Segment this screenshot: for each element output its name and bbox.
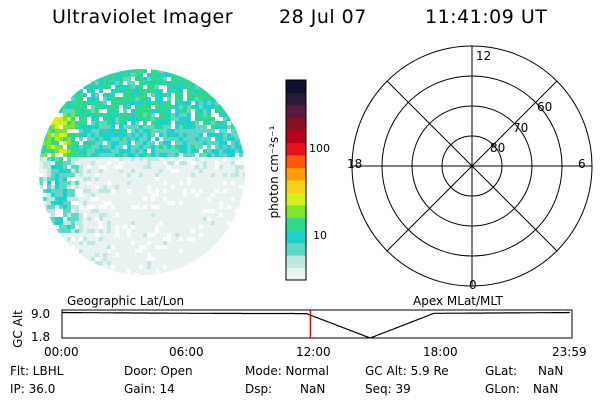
timeline-x-label-1200: 12:00 bbox=[296, 345, 331, 359]
colorbar-segment bbox=[286, 155, 306, 168]
mlt-label-0: 0 bbox=[469, 278, 477, 292]
mlt-label-6: 6 bbox=[578, 157, 586, 171]
timeline-x-label-1800: 18:00 bbox=[423, 345, 458, 359]
status-glat-value: NaN bbox=[538, 364, 564, 378]
colorbar-segment bbox=[286, 167, 306, 181]
observation-time: 11:41:09 UT bbox=[425, 6, 548, 28]
lat-label-60: 60 bbox=[537, 100, 552, 114]
colorbar-segment bbox=[286, 242, 306, 256]
status-dsp-label: Dsp: bbox=[245, 382, 273, 396]
colorbar-segment bbox=[286, 267, 306, 281]
status-gain: Gain: 14 bbox=[124, 382, 175, 396]
colorbar-segment bbox=[286, 205, 306, 218]
polar-grid bbox=[351, 45, 593, 287]
observation-date: 28 Jul 07 bbox=[279, 6, 367, 28]
status-seq: Seq: 39 bbox=[365, 382, 411, 396]
altitude-curve bbox=[62, 311, 570, 339]
colorbar-segment bbox=[286, 180, 306, 193]
timeline-right-label: Apex MLat/MLT bbox=[413, 294, 503, 308]
timeline-x-label-0000: 00:00 bbox=[44, 345, 79, 359]
timeline-frame bbox=[61, 309, 573, 339]
mlt-label-18: 18 bbox=[347, 157, 362, 171]
colorbar-tick-10: 10 bbox=[313, 229, 327, 242]
status-gc-alt: GC Alt: 5.9 Re bbox=[365, 364, 449, 378]
status-glat-label: GLat: bbox=[485, 364, 518, 378]
mlt-label-12: 12 bbox=[476, 49, 491, 63]
colorbar-segment bbox=[286, 80, 306, 93]
status-ip: IP: 36.0 bbox=[10, 382, 56, 396]
colorbar-segment bbox=[286, 130, 306, 143]
colorbar-segment bbox=[286, 105, 306, 118]
timeline-y-label-max: 9.0 bbox=[31, 307, 50, 321]
timeline-x-label-0600: 06:00 bbox=[169, 345, 204, 359]
lat-label-80: 80 bbox=[490, 141, 505, 155]
status-mode: Mode: Normal bbox=[245, 364, 329, 378]
colorbar-segment bbox=[286, 255, 306, 268]
status-filter: Flt: LBHL bbox=[10, 364, 64, 378]
colorbar-tick-100: 100 bbox=[309, 142, 330, 155]
status-dsp-value: NaN bbox=[300, 382, 326, 396]
status-glon-label: GLon: bbox=[485, 382, 520, 396]
colorbar-segment bbox=[286, 142, 306, 156]
timeline-y-label-min: 1.8 bbox=[31, 330, 50, 344]
colorbar-frame bbox=[285, 79, 307, 281]
timeline-axis-title: GC Alt bbox=[11, 310, 25, 348]
colorbar bbox=[285, 79, 307, 281]
lat-label-70: 70 bbox=[513, 121, 528, 135]
auroral-image bbox=[39, 69, 245, 275]
colorbar-segment bbox=[286, 192, 306, 206]
colorbar-segment bbox=[286, 230, 306, 243]
timeline-left-label: Geographic Lat/Lon bbox=[67, 294, 184, 308]
instrument-title: Ultraviolet Imager bbox=[52, 6, 234, 28]
colorbar-segment bbox=[286, 92, 306, 106]
status-glon-value: NaN bbox=[533, 382, 559, 396]
timeline-x-label-2359: 23:59 bbox=[552, 345, 587, 359]
status-door: Door: Open bbox=[124, 364, 193, 378]
colorbar-segment bbox=[286, 117, 306, 131]
colorbar-label: photon cm⁻²s⁻¹ bbox=[267, 125, 281, 218]
polar-diagonal-b bbox=[386, 80, 558, 252]
colorbar-segment bbox=[286, 217, 306, 231]
